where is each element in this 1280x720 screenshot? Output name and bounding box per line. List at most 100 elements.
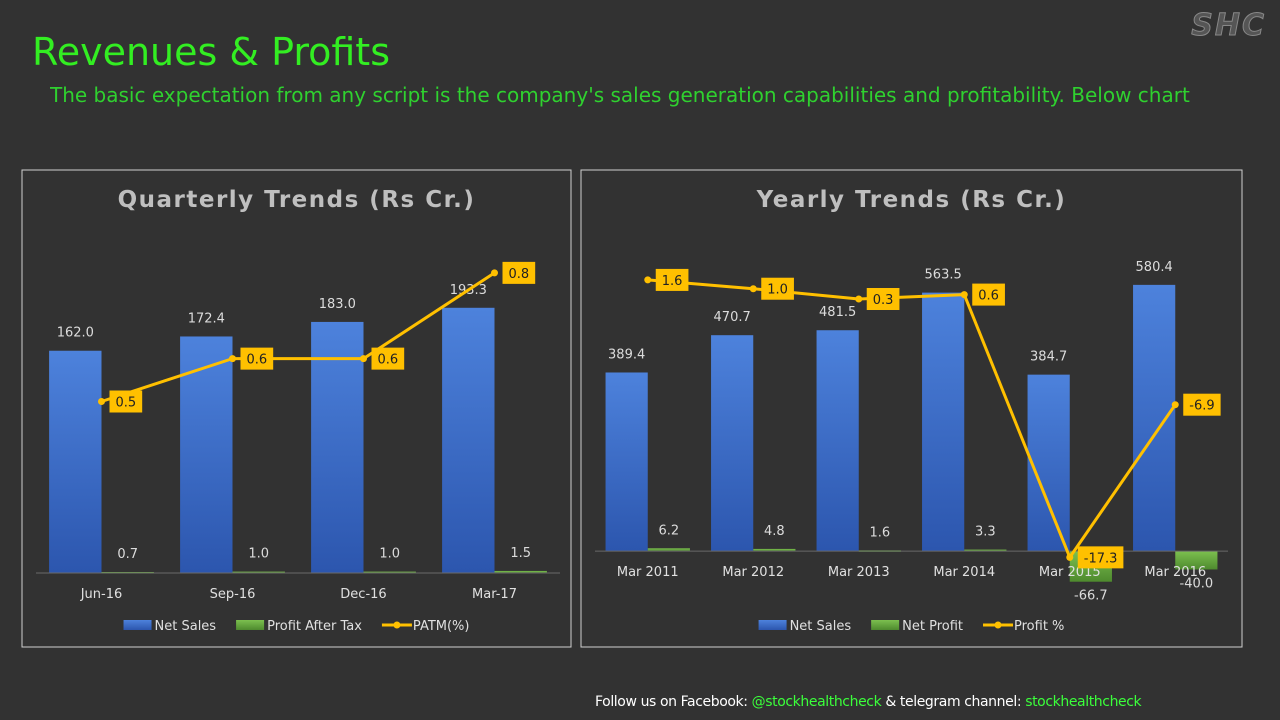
x-tick-label: Mar 2013 xyxy=(828,565,890,580)
bar-value-label: -66.7 xyxy=(1074,589,1108,604)
line-value-label: 1.0 xyxy=(767,283,788,298)
x-tick-label: Mar 2016 xyxy=(1144,565,1206,580)
bar xyxy=(1027,374,1070,552)
legend-swatch xyxy=(123,620,152,630)
bar-value-label: 1.0 xyxy=(248,547,269,562)
chart-title: Quarterly Trends (Rs Cr.) xyxy=(118,187,476,213)
line-value-label: 0.5 xyxy=(116,396,137,411)
line-label-box xyxy=(502,261,536,284)
bar xyxy=(964,549,1007,552)
bar xyxy=(232,571,285,574)
x-tick-label: Mar 2011 xyxy=(617,565,679,580)
line-label-box xyxy=(761,277,794,300)
line-value-label: 0.6 xyxy=(978,289,999,304)
line-marker xyxy=(491,269,498,277)
legend-label: Profit After Tax xyxy=(267,619,362,634)
legend-swatch xyxy=(758,620,787,630)
bar-value-label: 3.3 xyxy=(975,525,996,540)
x-tick-label: Mar 2015 xyxy=(1039,565,1101,580)
line-label-box xyxy=(240,347,274,370)
footer-link[interactable]: stockhealthcheck xyxy=(1025,694,1142,710)
bar xyxy=(49,350,102,573)
bar xyxy=(816,330,859,552)
line-value-label: 0.6 xyxy=(247,353,268,368)
slide-title: Revenues & Profits xyxy=(32,30,390,74)
footer-text: & telegram channel: xyxy=(881,694,1026,710)
bar-value-label: 172.4 xyxy=(188,311,225,326)
bar xyxy=(1175,551,1218,570)
line-label-box xyxy=(1183,393,1221,416)
line-value-label: 0.6 xyxy=(378,353,399,368)
line-value-label: 0.8 xyxy=(509,267,530,282)
x-tick-label: Dec-16 xyxy=(340,587,386,602)
chart-title: Yearly Trends (Rs Cr.) xyxy=(756,187,1067,213)
footer-link[interactable]: @stockhealthcheck xyxy=(751,694,882,710)
line-marker xyxy=(1171,401,1179,409)
line-label-box xyxy=(972,283,1005,306)
line-marker xyxy=(1066,553,1074,561)
line-marker xyxy=(749,285,757,293)
line-label-box xyxy=(866,287,900,310)
bar-value-label: 1.0 xyxy=(379,547,400,562)
slide-subtitle: The basic expectation from any script is… xyxy=(50,83,1190,107)
x-tick-label: Mar-17 xyxy=(472,587,517,602)
x-tick-label: Mar 2014 xyxy=(933,565,995,580)
legend-swatch xyxy=(393,621,401,629)
line-marker xyxy=(644,276,652,284)
chart-panel xyxy=(580,169,1243,648)
footer: Follow us on Facebook: @stockhealthcheck… xyxy=(595,694,1142,710)
line-marker xyxy=(360,355,367,363)
bar xyxy=(922,292,965,552)
bar-value-label: 470.7 xyxy=(714,310,751,325)
footer-text: Follow us on Facebook: xyxy=(595,694,752,710)
bar xyxy=(494,570,547,573)
logo: SHC xyxy=(1191,8,1266,44)
bar-value-label: 6.2 xyxy=(659,523,680,538)
bar xyxy=(442,307,495,573)
line xyxy=(647,278,1177,559)
line-label-box xyxy=(1077,546,1124,569)
bar xyxy=(311,321,364,573)
legend-label: Net Sales xyxy=(790,619,852,634)
line-label-box xyxy=(109,390,143,413)
line-marker xyxy=(229,355,236,363)
line-marker xyxy=(855,295,863,303)
bar-value-label: 183.0 xyxy=(319,297,356,312)
bar xyxy=(753,548,796,552)
legend-label: PATM(%) xyxy=(413,619,470,634)
line xyxy=(101,271,496,403)
legend-label: Net Sales xyxy=(155,619,217,634)
legend: Net Sales Net Profit Profit % xyxy=(758,619,1064,634)
line-value-label: 0.3 xyxy=(873,293,894,308)
line-label-box xyxy=(655,268,689,291)
legend-swatch xyxy=(994,621,1002,629)
bar xyxy=(647,548,690,552)
bar-value-label: 389.4 xyxy=(608,347,645,362)
bar-value-label: 162.0 xyxy=(57,326,94,341)
line-label-box xyxy=(371,347,405,370)
legend-swatch xyxy=(871,620,900,630)
line-value-label: 1.6 xyxy=(662,274,683,289)
bar xyxy=(711,335,754,552)
bar-value-label: 1.6 xyxy=(870,525,891,540)
bar-value-label: 4.8 xyxy=(764,524,785,539)
legend: Net Sales Profit After Tax PATM(%) xyxy=(123,619,470,634)
x-tick-label: Mar 2012 xyxy=(722,565,784,580)
x-tick-label: Jun-16 xyxy=(80,587,123,602)
bar-value-label: -40.0 xyxy=(1180,576,1214,591)
bar-value-label: 384.7 xyxy=(1030,350,1067,365)
bar xyxy=(605,372,648,552)
legend-swatch xyxy=(236,620,265,630)
legend-label: Net Profit xyxy=(902,619,963,634)
line-value-label: -6.9 xyxy=(1189,399,1214,414)
bar xyxy=(180,336,233,573)
bar-value-label: 481.5 xyxy=(819,305,856,320)
bar-value-label: 563.5 xyxy=(925,268,962,283)
legend-label: Profit % xyxy=(1014,619,1064,634)
bar-value-label: 580.4 xyxy=(1136,260,1173,275)
bar-value-label: 0.7 xyxy=(117,547,138,562)
x-tick-label: Sep-16 xyxy=(210,587,256,602)
line-value-label: -17.3 xyxy=(1084,551,1118,566)
